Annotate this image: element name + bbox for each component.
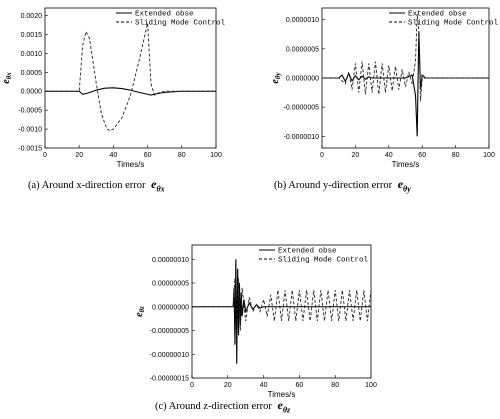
caption-b: (b) Around y-direction error eθy (274, 177, 411, 193)
caption-b-symbol: eθy (397, 177, 411, 194)
caption-a-symbol: eθx (151, 177, 165, 194)
x-tick-label-a-2: 40 (110, 152, 118, 159)
y-tick-label-b-1: -0.0000005 (284, 105, 320, 112)
caption-b-text: (b) Around y-direction error (274, 180, 395, 191)
x-axis-label-b: Times/s (392, 160, 420, 169)
y-tick-label-a-7: 0.0020 (21, 13, 43, 20)
series-line-c-1 (192, 278, 372, 345)
x-tick-label-b-4: 80 (452, 152, 460, 159)
y-tick-label-c-2: -0.00000005 (150, 328, 189, 335)
x-tick-label-b-2: 40 (385, 152, 393, 159)
y-tick-label-b-3: 0.0000005 (286, 46, 319, 53)
x-tick-label-c-1: 20 (224, 382, 232, 389)
y-tick-label-a-6: 0.0015 (21, 32, 43, 39)
legend-label-c-0: Extended obse (278, 248, 337, 256)
caption-a-text: (a) Around x-direction error (28, 180, 149, 191)
x-tick-label-b-0: 0 (320, 152, 324, 159)
y-axis-label-c: eθz (134, 306, 146, 317)
legend-label-a-0: Extended obse (135, 11, 194, 19)
x-axis-label-a: Times/s (117, 160, 145, 169)
x-tick-label-a-5: 100 (210, 152, 222, 159)
legend-label-b-0: Extended obse (408, 11, 467, 19)
caption-c: (c) Around z-direction error eθz (155, 398, 290, 414)
y-tick-label-c-5: 0.00000010 (152, 257, 189, 264)
y-tick-label-a-0: -0.0015 (18, 146, 42, 153)
x-tick-label-b-5: 100 (483, 152, 495, 159)
x-tick-label-c-5: 100 (365, 382, 377, 389)
series-line-a-0 (45, 87, 216, 96)
series-line-a-1 (45, 23, 216, 132)
series-line-b-0 (322, 31, 489, 137)
x-axis-label-c: Times/s (268, 390, 296, 399)
x-tick-label-a-3: 60 (144, 152, 152, 159)
x-tick-label-a-0: 0 (43, 152, 47, 159)
y-tick-label-a-2: -0.0005 (18, 108, 42, 115)
series-line-b-1 (322, 13, 489, 102)
caption-a: (a) Around x-direction error eθx (28, 177, 165, 193)
plot-frame-c (191, 244, 372, 379)
x-tick-label-a-4: 80 (178, 152, 186, 159)
y-tick-label-b-0: -0.0000010 (284, 134, 320, 141)
series-line-c-0 (192, 259, 371, 364)
caption-c-text: (c) Around z-direction error (155, 401, 275, 412)
legend-label-c-1: Sliding Mode Control (278, 257, 369, 265)
y-tick-label-b-2: 0.0000000 (286, 76, 319, 83)
x-tick-label-c-2: 40 (260, 382, 268, 389)
y-tick-label-a-4: 0.0005 (21, 70, 43, 77)
y-tick-label-c-3: 0.00000000 (152, 304, 189, 311)
y-tick-label-c-0: -0.00000015 (150, 376, 189, 383)
legend-label-a-1: Sliding Mode Control (135, 20, 226, 28)
x-tick-label-c-4: 80 (331, 382, 339, 389)
y-tick-label-a-5: 0.0010 (21, 51, 43, 58)
y-axis-label-a: eθx (1, 72, 13, 84)
x-tick-label-b-1: 20 (352, 152, 360, 159)
y-axis-label-b: eθy (270, 72, 282, 84)
caption-c-symbol: eθz (277, 398, 291, 415)
x-tick-label-a-1: 20 (75, 152, 83, 159)
y-tick-label-a-1: -0.0010 (18, 127, 42, 134)
legend-label-b-1: Sliding Mode Control (408, 20, 499, 28)
x-tick-label-c-3: 60 (296, 382, 304, 389)
x-tick-label-c-0: 0 (190, 382, 194, 389)
plot-frame-a (44, 7, 217, 149)
y-tick-label-a-3: 0.0000 (21, 89, 43, 96)
y-tick-label-c-1: -0.00000010 (150, 352, 189, 359)
y-tick-label-b-4: 0.0000010 (286, 17, 319, 24)
y-tick-label-c-4: 0.00000005 (152, 281, 189, 288)
x-tick-label-b-3: 60 (418, 152, 426, 159)
